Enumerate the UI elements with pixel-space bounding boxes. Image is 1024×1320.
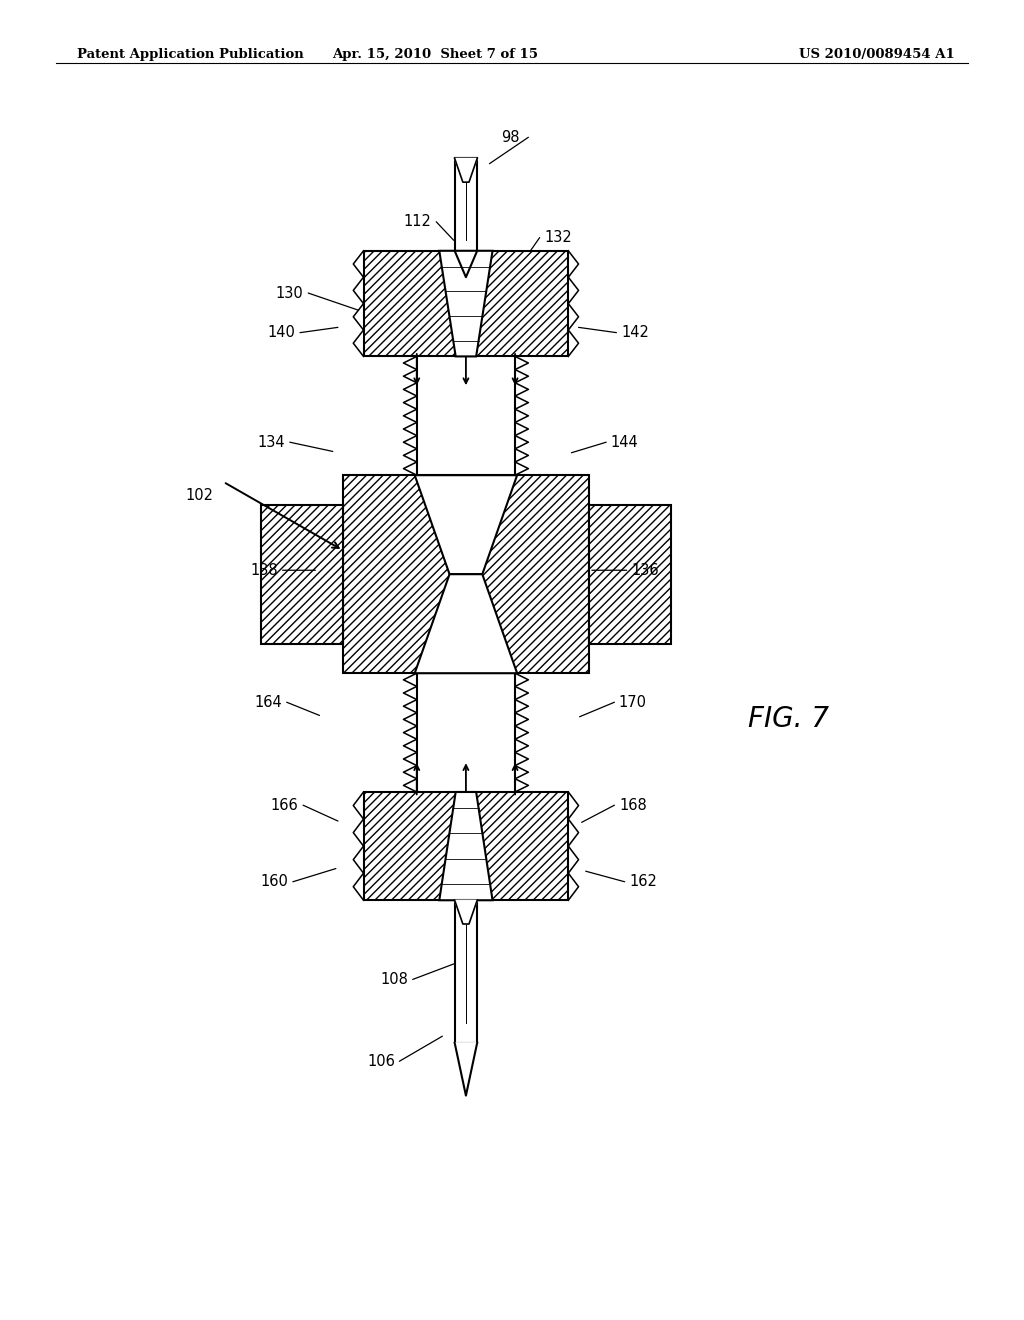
Polygon shape [455,1043,477,1096]
Text: 108: 108 [380,972,409,987]
Bar [589,506,671,644]
Text: Apr. 15, 2010  Sheet 7 of 15: Apr. 15, 2010 Sheet 7 of 15 [332,48,539,61]
Text: 106: 106 [367,1053,395,1069]
Text: 164: 164 [254,694,283,710]
Polygon shape [415,574,517,673]
Text: 140: 140 [267,325,296,341]
Text: 136: 136 [632,562,658,578]
Text: 142: 142 [621,325,649,341]
Text: 162: 162 [629,874,657,890]
Text: US 2010/0089454 A1: US 2010/0089454 A1 [799,48,954,61]
Text: 160: 160 [260,874,289,890]
Text: 102: 102 [185,487,214,503]
Text: 144: 144 [610,434,639,450]
Bar [455,900,477,1043]
Text: 130: 130 [275,285,304,301]
Text: 134: 134 [258,434,285,450]
Bar [364,251,568,356]
Text: 166: 166 [270,797,299,813]
Bar [455,158,477,251]
Polygon shape [455,251,477,277]
Text: 98: 98 [501,129,519,145]
Polygon shape [455,900,477,924]
Polygon shape [415,475,517,574]
Text: 138: 138 [251,562,278,578]
Polygon shape [439,251,493,356]
Text: FIG. 7: FIG. 7 [748,705,828,734]
Bar [343,475,589,673]
Bar [364,792,568,900]
Text: 132: 132 [544,230,572,246]
Text: 168: 168 [618,797,647,813]
Text: 112: 112 [403,214,432,230]
Text: Patent Application Publication: Patent Application Publication [77,48,303,61]
Polygon shape [439,792,493,900]
Bar [261,506,343,644]
Text: 170: 170 [618,694,647,710]
Polygon shape [455,158,477,182]
